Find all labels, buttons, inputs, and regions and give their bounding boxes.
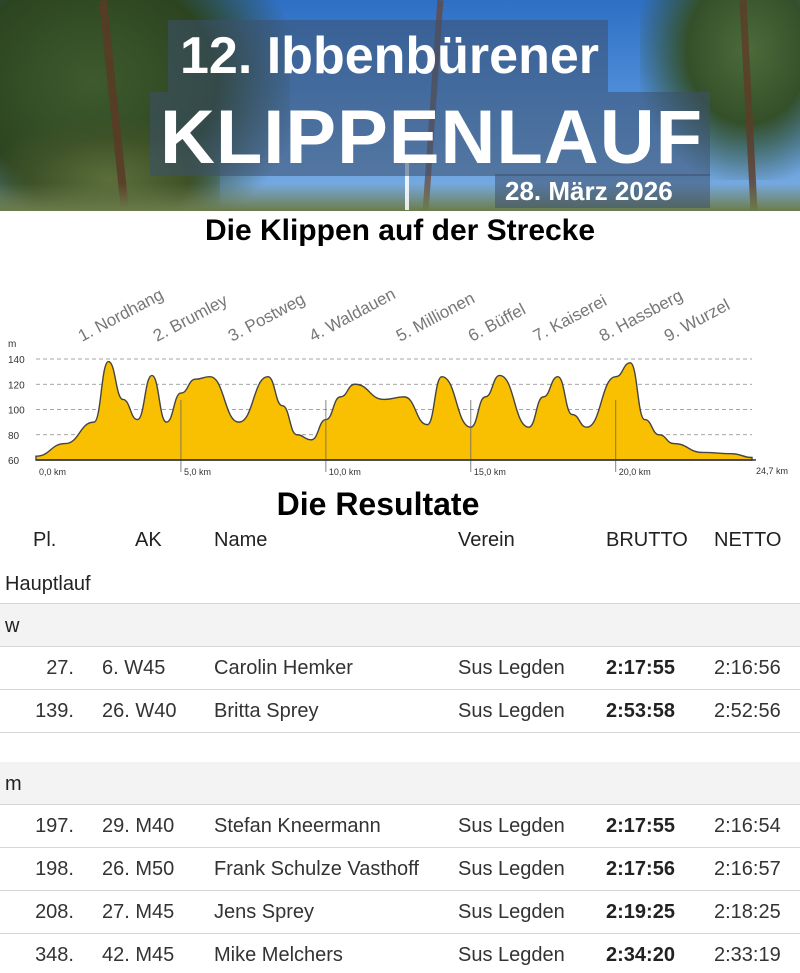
net-time-cell: 2:18:25 <box>714 901 781 923</box>
km-label: 0,0 km <box>39 467 66 477</box>
net-time-cell: 2:33:19 <box>714 944 781 966</box>
age-class-cell: 26. M50 <box>102 858 175 880</box>
name-cell: Frank Schulze Vasthoff <box>214 858 419 880</box>
net-time-cell: 2:16:54 <box>714 815 781 837</box>
event-date-text: 28. März 2026 <box>505 176 673 206</box>
column-header-age-class[interactable]: AK <box>135 529 162 551</box>
gender-group-label: m <box>5 773 22 795</box>
event-title-line2: KLIPPENLAUF <box>150 92 710 180</box>
club-cell: Sus Legden <box>458 944 565 966</box>
name-cell: Stefan Kneermann <box>214 815 381 837</box>
cliff-label: 4. Waldauen <box>306 284 399 345</box>
gross-time-cell: 2:17:56 <box>606 858 675 880</box>
column-header-gross-time[interactable]: BRUTTO <box>606 529 688 551</box>
age-class-cell: 6. W45 <box>102 657 166 679</box>
club-cell: Sus Legden <box>458 901 565 923</box>
y-tick-label: 60 <box>8 456 20 467</box>
elevation-area <box>35 360 753 461</box>
section-row-hauptlauf: Hauptlauf <box>0 562 800 604</box>
net-time-cell: 2:16:56 <box>714 657 781 679</box>
club-cell: Sus Legden <box>458 700 565 722</box>
km-label: 20,0 km <box>619 467 651 477</box>
km-label: 24,7 km <box>756 466 788 476</box>
header-banner: 12. Ibbenbürener KLIPPENLAUF 28. März 20… <box>0 0 800 211</box>
place-cell: 348. <box>35 944 74 966</box>
column-header-club[interactable]: Verein <box>458 529 515 551</box>
event-date: 28. März 2026 <box>495 174 710 208</box>
column-header-place[interactable]: Pl. <box>33 529 57 551</box>
table-header-row: Pl. AK Name Verein BRUTTO NETTO <box>0 518 800 562</box>
event-title-text: 12. Ibbenbürener <box>180 27 599 85</box>
elevation-profile: m 140 120 100 80 60 0,0 km 5,0 km 10,0 km 15,0 km… <box>0 256 800 486</box>
gross-time-cell: 2:53:58 <box>606 700 675 722</box>
km-label: 15,0 km <box>474 467 506 477</box>
cliff-label: 3. Postweg <box>225 289 308 345</box>
section-label: Hauptlauf <box>5 573 91 595</box>
table-row[interactable]: 348. 42. M45 Mike Melchers Sus Legden 2:34:2… <box>0 934 800 973</box>
place-cell: 198. <box>35 858 74 880</box>
gender-group-row: w <box>0 604 800 647</box>
cliff-label: 7. Kaiserei <box>530 291 610 345</box>
gross-time-cell: 2:17:55 <box>606 657 675 679</box>
results-heading: Die Resultate <box>276 486 480 522</box>
y-tick-label: 100 <box>8 406 25 417</box>
name-cell: Britta Sprey <box>214 700 319 722</box>
group-spacer <box>0 733 800 762</box>
results-table: Pl. AK Name Verein BRUTTO NETTO Hauptlau… <box>0 518 800 973</box>
km-label: 10,0 km <box>329 467 361 477</box>
net-time-cell: 2:16:57 <box>714 858 781 880</box>
gender-group-label: w <box>5 615 20 637</box>
table-row[interactable]: 197. 29. M40 Stefan Kneermann Sus Legden 2:1… <box>0 805 800 848</box>
y-tick-label: 140 <box>8 355 25 366</box>
name-cell: Carolin Hemker <box>214 657 353 679</box>
gross-time-cell: 2:19:25 <box>606 901 675 923</box>
result-groups: w 27. 6. W45 Carolin Hemker Sus Legden 2:17:5… <box>0 604 800 973</box>
y-tick-label: 80 <box>8 431 20 442</box>
table-row[interactable]: 27. 6. W45 Carolin Hemker Sus Legden 2:17:55… <box>0 647 800 690</box>
place-cell: 208. <box>35 901 74 923</box>
gender-group-row: m <box>0 762 800 805</box>
y-tick-label: 120 <box>8 380 25 391</box>
table-row[interactable]: 139. 26. W40 Britta Sprey Sus Legden 2:53:58… <box>0 690 800 733</box>
age-class-cell: 42. M45 <box>102 944 175 966</box>
place-cell: 139. <box>35 700 74 722</box>
decorative-line <box>405 160 409 210</box>
table-row[interactable]: 208. 27. M45 Jens Sprey Sus Legden 2:19:25 2:… <box>0 891 800 934</box>
y-axis-unit: m <box>8 339 16 350</box>
place-cell: 27. <box>46 657 74 679</box>
event-title-line1: 12. Ibbenbürener <box>168 20 608 92</box>
profile-heading: Die Klippen auf der Strecke <box>204 214 596 247</box>
cliff-label: 1. Nordhang <box>75 285 167 346</box>
cliff-label: 5. Millionen <box>393 288 478 345</box>
club-cell: Sus Legden <box>458 858 565 880</box>
club-cell: Sus Legden <box>458 815 565 837</box>
age-class-cell: 26. W40 <box>102 700 177 722</box>
table-row[interactable]: 198. 26. M50 Frank Schulze Vasthoff Sus Leg… <box>0 848 800 891</box>
name-cell: Jens Sprey <box>214 901 315 923</box>
gross-time-cell: 2:17:55 <box>606 815 675 837</box>
name-cell: Mike Melchers <box>214 944 343 966</box>
place-cell: 197. <box>35 815 74 837</box>
gross-time-cell: 2:34:20 <box>606 944 675 966</box>
km-label: 5,0 km <box>184 467 211 477</box>
event-name-text: KLIPPENLAUF <box>160 95 703 180</box>
net-time-cell: 2:52:56 <box>714 700 781 722</box>
column-header-net-time[interactable]: NETTO <box>714 529 782 551</box>
age-class-cell: 29. M40 <box>102 815 175 837</box>
club-cell: Sus Legden <box>458 657 565 679</box>
age-class-cell: 27. M45 <box>102 901 175 923</box>
elevation-chart: m 140 120 100 80 60 0,0 km 5,0 km 10,0 km 15,0 km… <box>8 284 788 477</box>
column-header-name[interactable]: Name <box>214 529 268 551</box>
